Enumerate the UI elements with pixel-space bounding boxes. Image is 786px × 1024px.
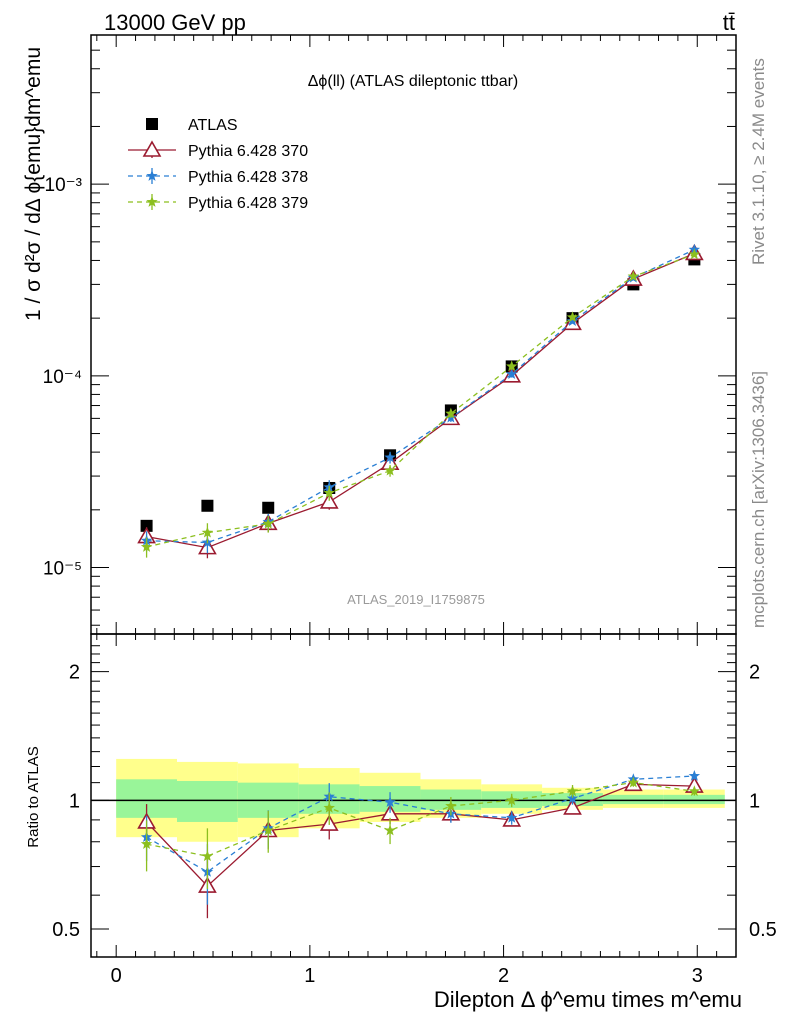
ratio-series-0-line <box>146 783 695 888</box>
series-3-point <box>688 248 701 260</box>
legend-label: ATLAS <box>188 117 238 134</box>
stat-uncertainty-band <box>602 794 664 805</box>
x-axis-label: Dilepton Δ ϕ^emu times m^emu <box>434 987 742 1012</box>
series-3-point <box>384 464 396 476</box>
ratio-series-2-line <box>146 781 695 857</box>
ratio-y-tick-label: 2 <box>69 662 80 684</box>
ratio-y-tick-label-right: 2 <box>749 662 760 684</box>
y-tick-label: 10⁻⁵ <box>43 559 82 580</box>
analysis-watermark: ATLAS_2019_I1759875 <box>347 592 485 607</box>
legend-marker <box>146 196 158 207</box>
legend-marker <box>142 140 162 157</box>
ratio-panel: 0 1 2 3 0.5 0.5 1 1 2 2 Ratio to ATLAS Dilepton Δ… <box>25 633 777 1012</box>
process-label: tt̄ <box>723 10 735 35</box>
ratio-series-2-point <box>566 785 579 797</box>
ratio-series-1-point <box>506 811 518 823</box>
ratio-data-layer <box>137 770 704 919</box>
series-3-line <box>146 253 695 548</box>
stat-uncertainty-band <box>177 780 238 822</box>
ratio-series-1-point <box>566 792 579 804</box>
ratio-series-2-point <box>445 799 457 811</box>
series-0-point <box>262 501 275 514</box>
ratio-series-2-point <box>140 838 153 849</box>
ratio-series-2-point <box>627 776 640 788</box>
x-tick-label: 2 <box>498 965 509 987</box>
series-3-point <box>566 311 579 323</box>
series-3-point <box>323 486 335 498</box>
series-2-point <box>566 315 579 326</box>
x-tick-label: 0 <box>111 965 122 987</box>
main-panel: 10⁻⁵ 10⁻⁴ 10⁻³ Δϕ(ll) (ATLAS dileptonic tt… <box>22 34 737 635</box>
legend-marker <box>146 118 158 130</box>
x-tick-label: 3 <box>692 965 703 987</box>
source-label: mcplots.cern.ch [arXiv:1306.3436] <box>749 371 768 628</box>
series-3-point <box>262 517 274 529</box>
series-3-point <box>140 540 153 552</box>
series-1-line <box>146 252 695 549</box>
rivet-version-label: Rivet 3.1.10, ≥ 2.4M events <box>749 58 768 265</box>
series-0-point <box>140 519 153 532</box>
series-3-point <box>445 407 457 419</box>
main-data-layer <box>137 243 704 559</box>
series-1-point <box>319 492 339 509</box>
legend-label: Pythia 6.428 378 <box>188 169 308 186</box>
ratio-series-2-point <box>323 801 335 813</box>
ratio-y-tick-label: 1 <box>69 790 80 812</box>
y-tick-label: 10⁻³ <box>45 175 83 196</box>
main-title: Δϕ(ll) (ATLAS dileptonic ttbar) <box>308 73 519 90</box>
ratio-series-2-point <box>262 824 274 836</box>
ratio-series-2-point <box>384 824 396 836</box>
main-axes: 10⁻⁵ 10⁻⁴ 10⁻³ <box>43 34 736 634</box>
main-y-axis-label: 1 / σ d²σ / dΔ ϕ{emu}dm^emu <box>22 47 45 321</box>
series-2-point <box>506 368 518 380</box>
series-3-point <box>506 360 518 372</box>
y-tick-label: 10⁻⁴ <box>43 367 82 388</box>
ratio-series-1-point <box>384 796 396 808</box>
ratio-y-tick-label: 0.5 <box>52 919 80 941</box>
ratio-panel-frame <box>90 633 737 958</box>
legend-label: Pythia 6.428 370 <box>188 143 308 160</box>
series-3-point <box>627 270 640 282</box>
ratio-series-0-point <box>563 798 582 815</box>
x-tick-label: 1 <box>304 965 315 987</box>
ratio-series-2-point <box>688 785 701 797</box>
legend-label: Pythia 6.428 379 <box>188 195 308 212</box>
ratio-series-2-point <box>201 850 214 862</box>
energy-label: 13000 GeV pp <box>104 10 246 35</box>
ratio-y-tick-label-right: 0.5 <box>749 919 777 941</box>
legend-marker <box>146 170 158 181</box>
series-3-point <box>201 526 214 538</box>
ratio-series-1-point <box>688 770 701 781</box>
series-0-point <box>201 499 214 512</box>
legend: ATLAS Pythia 6.428 370 Pythia 6.428 378 Pyt… <box>128 117 308 212</box>
series-2-line <box>146 249 695 544</box>
ratio-y-tick-label-right: 1 <box>749 790 760 812</box>
stat-uncertainty-band <box>663 794 725 805</box>
ratio-y-axis-label: Ratio to ATLAS <box>25 746 42 847</box>
ratio-axes: 0 1 2 3 0.5 0.5 1 1 2 2 <box>52 634 777 987</box>
series-2-point <box>384 451 396 463</box>
ratio-series-2-point <box>506 794 518 806</box>
